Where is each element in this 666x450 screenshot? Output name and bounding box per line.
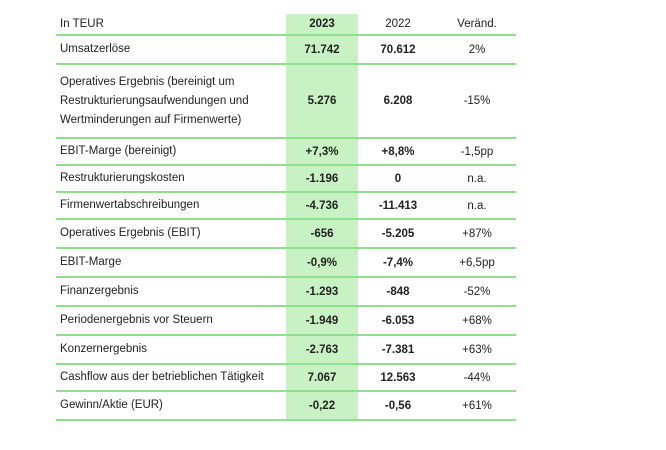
row-change-value: n.a. [438,165,516,193]
header-unit-label: In TEUR [56,14,286,36]
header-current-year: 2023 [286,14,358,36]
row-change-value: +61% [438,391,516,421]
row-label: Konzernergebnis [56,335,286,365]
table-row: Konzernergebnis -2.763 -7.381 +63% [56,335,516,365]
table-row: Operatives Ergebnis (EBIT) -656 -5.205 +… [56,219,516,249]
row-change-value: +6,5pp [438,248,516,278]
row-label: Cashflow aus der betrieblichen Tätigkeit [56,364,286,392]
row-change-value: +68% [438,306,516,336]
row-change-value: -52% [438,277,516,307]
row-change-value: 2% [438,35,516,65]
row-current-value: -1.949 [286,306,358,336]
row-current-value: +7,3% [286,138,358,166]
row-label: Periodenergebnis vor Steuern [56,306,286,336]
row-current-value: -0,22 [286,391,358,421]
row-previous-value: 6.208 [358,64,438,139]
row-change-value: +63% [438,335,516,365]
row-previous-value: -5.205 [358,219,438,249]
row-current-value: 71.742 [286,35,358,65]
row-label: EBIT-Marge [56,248,286,278]
row-previous-value: -0,56 [358,391,438,421]
table-row: Firmenwertabschreibungen -4.736 -11.413 … [56,192,516,220]
row-previous-value: -11.413 [358,192,438,220]
header-change: Veränd. [438,14,516,36]
row-label: Firmenwertabschreibungen [56,192,286,220]
table-row: Periodenergebnis vor Steuern -1.949 -6.0… [56,306,516,336]
row-change-value: n.a. [438,192,516,220]
row-previous-value: -6.053 [358,306,438,336]
row-previous-value: -7.381 [358,335,438,365]
table-row: Umsatzerlöse 71.742 70.612 2% [56,35,516,65]
row-current-value: -1.293 [286,277,358,307]
table-row: Restrukturierungskosten -1.196 0 n.a. [56,165,516,193]
financial-table: In TEUR 2023 2022 Veränd. Umsatzerlöse 7… [56,14,516,421]
row-label: Gewinn/Aktie (EUR) [56,391,286,421]
row-previous-value: 70.612 [358,35,438,65]
row-current-value: -656 [286,219,358,249]
row-previous-value: -7,4% [358,248,438,278]
row-change-value: -15% [438,64,516,139]
row-current-value: -4.736 [286,192,358,220]
row-change-value: -1,5pp [438,138,516,166]
row-previous-value: +8,8% [358,138,438,166]
financial-table-container: In TEUR 2023 2022 Veränd. Umsatzerlöse 7… [56,14,516,421]
table-row: Finanzergebnis -1.293 -848 -52% [56,277,516,307]
row-label: EBIT-Marge (bereinigt) [56,138,286,166]
row-previous-value: 12.563 [358,364,438,392]
table-row: Operatives Ergebnis (bereinigt um Restru… [56,64,516,139]
row-previous-value: -848 [358,277,438,307]
row-change-value: -44% [438,364,516,392]
table-header-row: In TEUR 2023 2022 Veränd. [56,14,516,36]
table-row: Gewinn/Aktie (EUR) -0,22 -0,56 +61% [56,391,516,421]
row-current-value: -0,9% [286,248,358,278]
row-current-value: 5.276 [286,64,358,139]
header-previous-year: 2022 [358,14,438,36]
row-label: Restrukturierungskosten [56,165,286,193]
row-previous-value: 0 [358,165,438,193]
table-row: Cashflow aus der betrieblichen Tätigkeit… [56,364,516,392]
row-change-value: +87% [438,219,516,249]
row-current-value: -1.196 [286,165,358,193]
table-row: EBIT-Marge -0,9% -7,4% +6,5pp [56,248,516,278]
row-label: Finanzergebnis [56,277,286,307]
row-label: Operatives Ergebnis (bereinigt um Restru… [56,64,286,139]
table-row: EBIT-Marge (bereinigt) +7,3% +8,8% -1,5p… [56,138,516,166]
row-label: Operatives Ergebnis (EBIT) [56,219,286,249]
row-current-value: -2.763 [286,335,358,365]
row-current-value: 7.067 [286,364,358,392]
row-label: Umsatzerlöse [56,35,286,65]
